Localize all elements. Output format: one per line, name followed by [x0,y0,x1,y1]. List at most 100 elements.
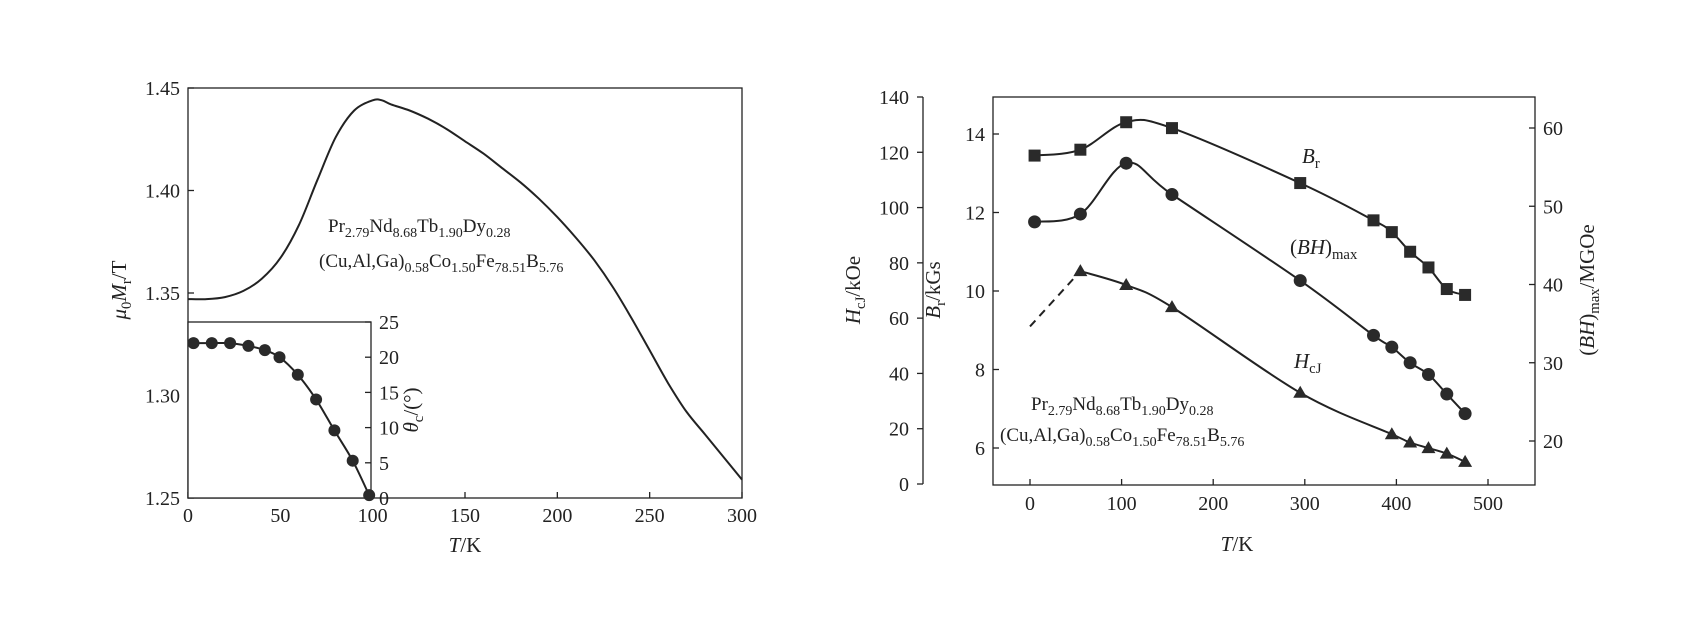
hcj-data-point [1073,264,1088,277]
composition-element: B [526,251,539,272]
composition-element: Dy [1166,394,1190,415]
label-subscript: 0 [119,302,135,309]
composition-element: B [1207,425,1220,446]
label-part: B [1302,144,1315,168]
bhmax-data-point [1385,340,1399,354]
inset-data-point [205,337,218,350]
label-part: BH [1575,319,1599,349]
hcj-curve [1080,270,1466,463]
label-part: T [1221,532,1234,556]
composition-subscript: 1.50 [1132,435,1157,450]
hcj-data-point [1293,385,1308,398]
composition-element: Nd [1072,394,1096,415]
inset-y-tick-label: 0 [379,488,389,510]
left-x-tick-label: 300 [727,505,757,527]
br-data-point [1422,261,1435,274]
inset-y-tick-label: 15 [379,382,399,404]
composition-element: Co [1110,425,1132,446]
br-data-point [1404,245,1417,258]
bhmax-data-point [1028,215,1042,229]
label-part: /T [107,260,131,279]
inset-data-point [187,337,200,350]
inset-y-tick-label: 10 [379,418,399,440]
composition-element: (Cu,Al,Ga) [319,251,404,272]
bhmax-data-point [1073,207,1087,221]
label-part: /kGs [921,261,945,301]
inset-data-point [363,489,376,502]
right-composition-line-1: Pr2.79Nd8.68Tb1.90Dy0.28 [1031,394,1213,419]
label-part: /MGOe [1575,224,1599,288]
hcj-tick-label: 0 [899,474,909,496]
inset-y-tick-label: 25 [379,312,399,334]
bhmax-tick-label: 50 [1543,196,1563,218]
composition-subscript: 5.76 [1220,435,1245,450]
right-x-tick-label: 100 [1107,493,1137,515]
label-part: μ [107,309,131,321]
composition-element: (Cu,Al,Ga) [1000,425,1085,446]
br-data-point [1459,288,1472,301]
composition-subscript: 2.79 [1048,404,1073,419]
composition-element: Fe [476,251,495,272]
inset-data-point [224,337,237,350]
composition-element: Pr [328,216,346,237]
br-tick-label: 10 [965,281,985,303]
hcj-tick-label: 60 [889,308,909,330]
hcj-axis-label: HcJ/kOe [841,256,869,325]
left-y-tick-label: 1.45 [145,78,180,100]
bhmax-curve [1034,161,1466,415]
br-data-point [1120,116,1133,129]
bhmax-data-point [1440,387,1454,401]
br-data-point [1440,283,1453,296]
inset-data-point [346,454,359,467]
label-subscript: r [1315,156,1320,172]
left-composition-line-1: Pr2.79Nd8.68Tb1.90Dy0.28 [328,216,510,241]
hcj-tick-label: 20 [889,419,909,441]
composition-subscript: 2.79 [345,226,370,241]
composition-subscript: 5.76 [539,261,564,276]
bhmax-axis-label: (BH)max/MGOe [1575,224,1603,355]
bhmax-data-point [1165,188,1179,202]
hcj-data-point [1421,441,1436,454]
right-series [1028,116,1473,467]
left-x-tick-label: 200 [542,505,572,527]
label-subscript: r [119,279,135,284]
label-part: /kOe [841,256,865,297]
inset-data-point [273,351,286,364]
composition-element: Pr [1031,394,1049,415]
br-tick-label: 12 [965,203,985,225]
left-x-tick-label: 250 [635,505,665,527]
composition-element: Dy [463,216,487,237]
bhmax-tick-label: 30 [1543,353,1563,375]
inset-y-tick-label: 5 [379,453,389,475]
composition-element: Tb [1120,394,1141,415]
composition-subscript: 0.28 [1189,404,1214,419]
br-axis-label: Br/kGs [921,261,949,318]
composition-subscript: 0.58 [1085,435,1110,450]
label-part: ) [1325,235,1332,259]
left-x-tick-label: 150 [450,505,480,527]
left-x-tick-label: 0 [183,505,193,527]
composition-subscript: 78.51 [495,261,527,276]
bhmax-data-point [1403,356,1417,370]
br-tick-label: 6 [975,438,985,460]
composition-subscript: 1.50 [451,261,476,276]
hcj-data-point [1439,446,1454,459]
br-data-point [1367,214,1380,227]
inset-data-point [291,368,304,381]
br-data-point [1294,177,1307,190]
label-subscript: cJ [1309,361,1322,377]
label-part: /K [1232,532,1253,556]
composition-subscript: 0.28 [486,226,511,241]
right-x-tick-label: 500 [1473,493,1503,515]
br-data-point [1074,143,1087,156]
label-part: θ [399,422,423,432]
composition-subscript: 0.58 [404,261,429,276]
inset-frame [187,321,372,499]
label-part: BH [1297,235,1327,259]
hcj-data-point [1403,435,1418,448]
label-part: H [1293,349,1311,373]
right-x-tick-label: 0 [1025,493,1035,515]
br-series-label: Br [1302,144,1320,172]
